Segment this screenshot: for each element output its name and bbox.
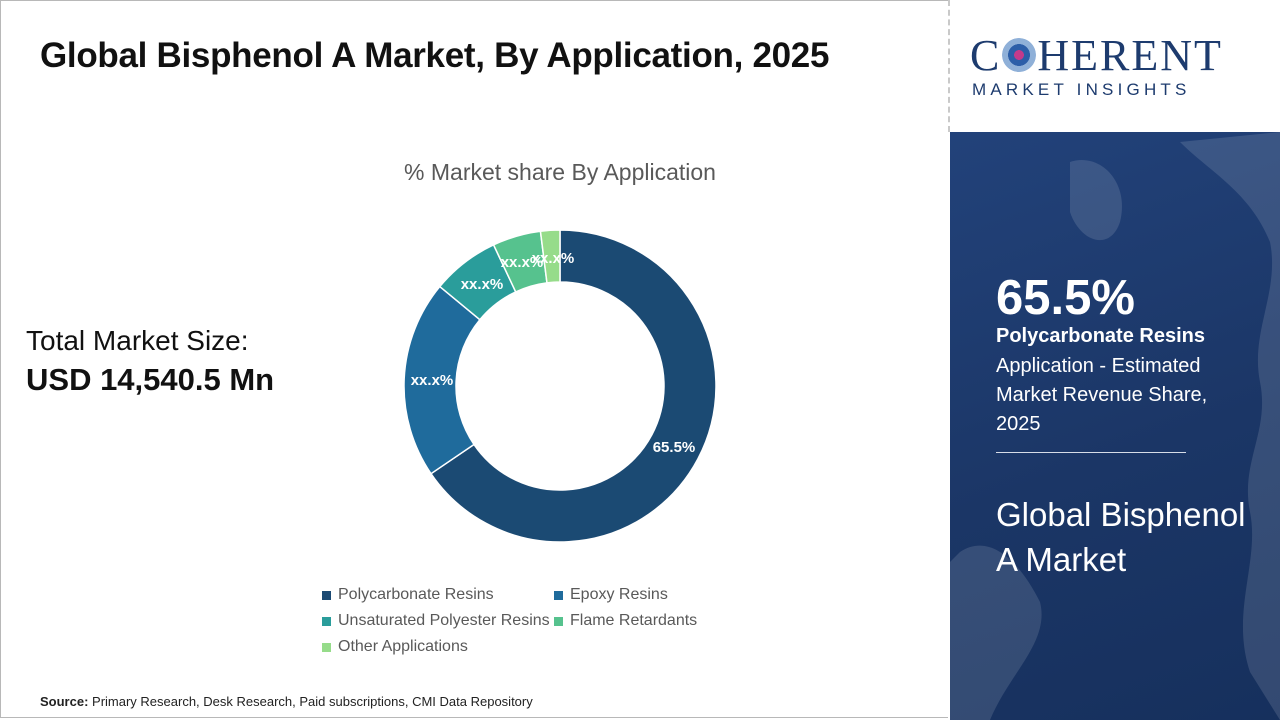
chart-legend: Polycarbonate Resins Epoxy Resins Unsatura…: [322, 586, 742, 656]
logo-letters-herent: HERENT: [1037, 31, 1223, 80]
source-text: Primary Research, Desk Research, Paid su…: [92, 694, 533, 709]
donut-slice-1: [429, 229, 717, 543]
legend-swatch: [322, 590, 331, 600]
company-logo: C HERENT MARKET INSIGHTS: [950, 0, 1280, 132]
highlight-market-name: Global Bisphenol A Market: [996, 496, 1246, 578]
donut-slice-5: [539, 229, 561, 284]
source-note: Source: Primary Research, Desk Research,…: [40, 694, 533, 709]
slice-data-label-2: xx.x%: [411, 372, 454, 389]
globe-icon: [1002, 38, 1037, 72]
source-label: Source:: [40, 694, 89, 709]
legend-label: Flame Retardants: [570, 612, 698, 629]
legend-item-2: Epoxy Resins: [554, 586, 734, 604]
legend-item-3: Unsaturated Polyester Resins: [322, 612, 554, 630]
slice-data-label-4: xx.x%: [501, 254, 544, 271]
highlight-segment: Polycarbonate Resins: [996, 325, 1205, 347]
logo-wordmark: C HERENT: [970, 30, 1223, 81]
market-size-label: Total Market Size:: [26, 325, 249, 356]
logo-tagline: MARKET INSIGHTS: [972, 80, 1191, 99]
slice-data-label-1: 65.5%: [653, 439, 696, 456]
legend-label: Other Applications: [338, 638, 468, 655]
panel-divider: [948, 0, 950, 132]
panel-rule: [996, 452, 1186, 453]
donut-chart: 65.5%xx.x%xx.x%xx.x%xx.x%: [403, 229, 717, 543]
chart-frame: [0, 0, 948, 718]
slice-data-label-5: xx.x%: [532, 250, 575, 267]
page-title: Global Bisphenol A Market, By Applicatio…: [40, 36, 830, 75]
logo-letter-c: C: [970, 31, 1002, 80]
legend-item-4: Flame Retardants: [554, 612, 734, 630]
legend-swatch: [322, 642, 331, 652]
legend-label: Unsaturated Polyester Resins: [338, 612, 550, 629]
world-map-background: [950, 132, 1280, 720]
legend-swatch: [554, 590, 563, 600]
legend-item-5: Other Applications: [322, 638, 554, 656]
legend-label: Epoxy Resins: [570, 586, 668, 603]
legend-swatch: [554, 616, 563, 626]
chart-title: % Market share By Application: [404, 159, 716, 185]
market-size-value: USD 14,540.5 Mn: [26, 362, 275, 397]
slice-data-label-3: xx.x%: [461, 276, 504, 293]
highlight-value: 65.5%: [996, 271, 1135, 325]
legend-swatch: [322, 616, 331, 626]
highlight-panel: 65.5% Polycarbonate Resins Application -…: [950, 132, 1280, 720]
highlight-description: Application - Estimated Market Revenue S…: [996, 355, 1208, 435]
legend-label: Polycarbonate Resins: [338, 586, 494, 603]
legend-item-1: Polycarbonate Resins: [322, 586, 554, 604]
